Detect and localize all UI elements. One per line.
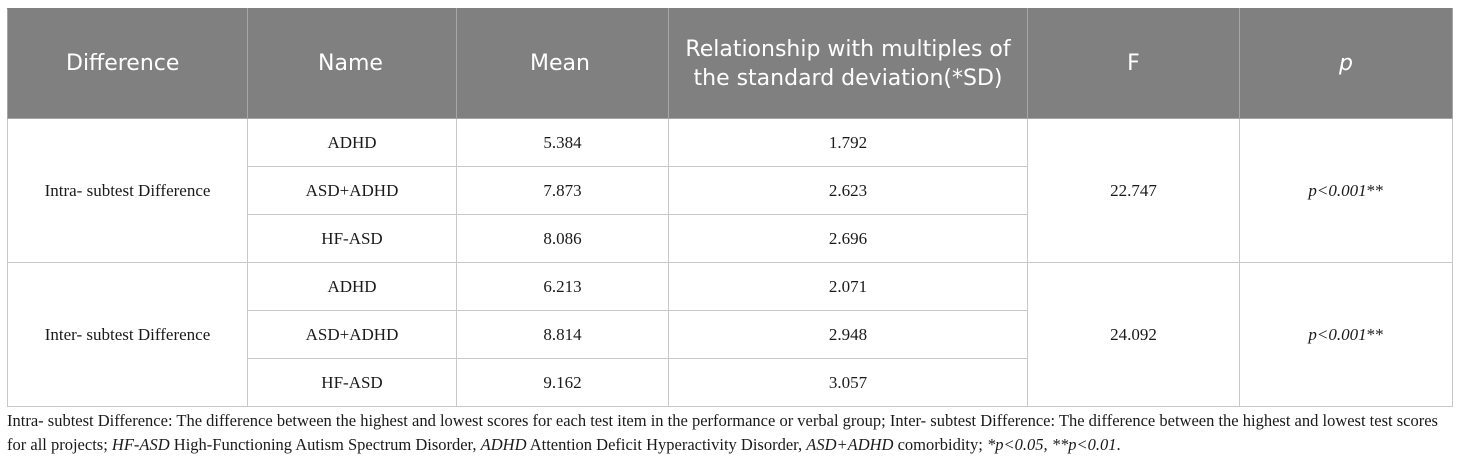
footnote-significance-2: **p<0.01 bbox=[1051, 435, 1117, 454]
footnote-adhd-abbr: ADHD bbox=[480, 435, 527, 454]
footnote-definitions: Intra- subtest Difference: The differenc… bbox=[7, 411, 1438, 454]
results-table: Difference Name Mean Relationship with m… bbox=[7, 8, 1453, 407]
cell-sd: 2.623 bbox=[668, 166, 1028, 215]
cell-mean: 6.213 bbox=[456, 262, 669, 311]
cell-p: p<0.001** bbox=[1239, 118, 1453, 263]
cell-name: ADHD bbox=[247, 262, 457, 311]
cell-mean: 9.162 bbox=[456, 358, 669, 407]
cell-name: ADHD bbox=[247, 118, 457, 167]
p-stars: ** bbox=[1366, 180, 1384, 200]
p-value: p<0.001 bbox=[1308, 324, 1367, 344]
cell-sd: 1.792 bbox=[668, 118, 1028, 167]
cell-sd: 2.696 bbox=[668, 214, 1028, 263]
group-label: Inter- subtest Difference bbox=[7, 262, 248, 407]
group-label: Intra- subtest Difference bbox=[7, 118, 248, 263]
cell-f: 24.092 bbox=[1027, 262, 1240, 407]
footnote-significance-1: *p<0.05 bbox=[986, 435, 1044, 454]
table-footnote: Intra- subtest Difference: The differenc… bbox=[7, 409, 1455, 457]
header-f: F bbox=[1027, 8, 1240, 119]
footnote-comorbidity-text: comorbidity; bbox=[893, 435, 987, 454]
footnote-end: . bbox=[1116, 435, 1121, 454]
cell-p: p<0.001** bbox=[1239, 262, 1453, 407]
footnote-comorbidity-abbr: ASD+ADHD bbox=[806, 435, 894, 454]
cell-name: HF-ASD bbox=[247, 358, 457, 407]
table-header-row: Difference Name Mean Relationship with m… bbox=[7, 8, 1453, 119]
header-p: p bbox=[1239, 8, 1453, 119]
table-row: ASD+ADHD 7.873 2.623 bbox=[8, 166, 1453, 215]
p-stars: ** bbox=[1366, 324, 1384, 344]
footnote-adhd-text: Attention Deficit Hyperactivity Disorder… bbox=[526, 435, 807, 454]
header-relationship: Relationship with multiples of the stand… bbox=[668, 8, 1028, 119]
table-row: Intra- subtest Difference ADHD 5.384 1.7… bbox=[7, 118, 1453, 263]
header-mean: Mean bbox=[456, 8, 669, 119]
table-row: ASD+ADHD 8.814 2.948 bbox=[8, 310, 1453, 359]
table-row: Inter- subtest Difference ADHD 6.213 2.0… bbox=[7, 262, 1453, 407]
cell-sd: 2.071 bbox=[668, 262, 1028, 311]
footnote-significance-separator: , bbox=[1043, 435, 1052, 454]
cell-mean: 8.814 bbox=[456, 310, 669, 359]
cell-mean: 7.873 bbox=[456, 166, 669, 215]
cell-name: ASD+ADHD bbox=[247, 166, 457, 215]
cell-name: ASD+ADHD bbox=[247, 310, 457, 359]
cell-mean: 8.086 bbox=[456, 214, 669, 263]
cell-f: 22.747 bbox=[1027, 118, 1240, 263]
table-row: HF-ASD 8.086 2.696 bbox=[8, 214, 1453, 263]
cell-name: HF-ASD bbox=[247, 214, 457, 263]
p-value: p<0.001 bbox=[1308, 180, 1367, 200]
cell-sd: 3.057 bbox=[668, 358, 1028, 407]
cell-sd: 2.948 bbox=[668, 310, 1028, 359]
results-table-container: Difference Name Mean Relationship with m… bbox=[7, 8, 1453, 407]
header-name: Name bbox=[247, 8, 457, 119]
footnote-hfasd-text: High-Functioning Autism Spectrum Disorde… bbox=[169, 435, 481, 454]
table-row: HF-ASD 9.162 3.057 bbox=[8, 358, 1453, 407]
header-difference: Difference bbox=[7, 8, 248, 119]
footnote-hfasd-abbr: HF-ASD bbox=[111, 435, 170, 454]
cell-mean: 5.384 bbox=[456, 118, 669, 167]
